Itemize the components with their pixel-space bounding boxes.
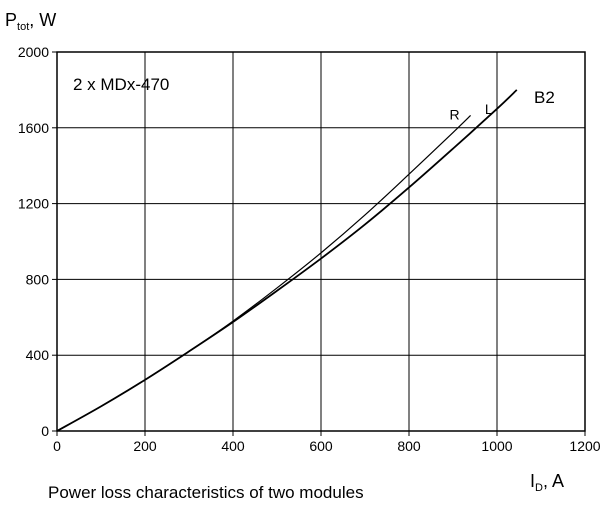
- y-tick-label: 2000: [18, 44, 49, 60]
- x-axis-ticks: 0 200 400 600 800 1000 1200: [53, 431, 601, 454]
- x-tick-label: 0: [53, 438, 61, 454]
- x-tick-label: 1000: [481, 438, 512, 454]
- y-axis-label-main: P: [5, 10, 17, 30]
- y-tick-label: 1600: [18, 120, 49, 136]
- y-axis-ticks: 0 400 800 1200 1600 2000: [18, 44, 57, 439]
- x-tick-label: 1200: [569, 438, 600, 454]
- series-label-r: R: [450, 106, 460, 122]
- x-tick-label: 400: [221, 438, 245, 454]
- y-tick-label: 0: [41, 423, 49, 439]
- x-tick-label: 200: [133, 438, 157, 454]
- chart-caption: Power loss characteristics of two module…: [48, 483, 364, 502]
- series-line-l: [56, 89, 518, 432]
- x-tick-label: 600: [309, 438, 333, 454]
- y-axis-label-unit: , W: [29, 10, 56, 30]
- y-axis-label-sub: tot: [17, 21, 29, 33]
- series-label-l: L: [485, 101, 493, 117]
- annotation-text: 2 x MDx-470: [73, 75, 169, 94]
- y-tick-label: 400: [26, 347, 50, 363]
- y-axis-label: Ptot, W: [5, 10, 56, 33]
- y-tick-label: 800: [26, 271, 50, 287]
- x-tick-label: 800: [397, 438, 421, 454]
- x-axis-label-unit: , A: [543, 471, 564, 491]
- curve-family-label: B2: [534, 88, 555, 107]
- x-axis-label-sub: D: [535, 482, 543, 494]
- y-tick-label: 1200: [18, 196, 49, 212]
- grid: [57, 52, 585, 431]
- x-axis-label-main: I: [530, 471, 535, 491]
- x-axis-label: ID, A: [530, 471, 564, 494]
